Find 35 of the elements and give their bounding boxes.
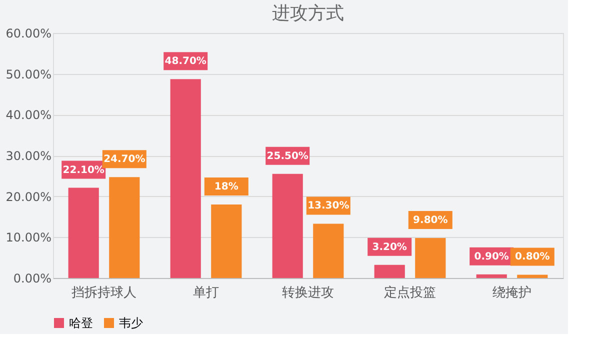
data-label: 13.30% <box>308 200 350 212</box>
data-label: 22.10% <box>62 164 104 176</box>
y-tick-label: 50.00% <box>6 67 52 82</box>
bar <box>313 224 344 278</box>
data-label: 0.80% <box>515 252 550 263</box>
y-tick-label: 60.00% <box>6 26 52 40</box>
data-label: 0.90% <box>474 251 509 262</box>
legend-label: 哈登 <box>69 316 93 330</box>
x-tick-label: 定点投篮 <box>384 286 436 300</box>
bar <box>272 174 303 278</box>
legend-label: 韦少 <box>119 316 143 330</box>
data-label: 18% <box>214 182 238 192</box>
y-tick-label: 0.00% <box>13 272 52 286</box>
y-tick-label: 30.00% <box>6 149 52 163</box>
bar <box>476 274 507 278</box>
bar <box>68 188 99 278</box>
data-label: 24.70% <box>104 154 146 166</box>
x-tick-label: 单打 <box>193 286 219 300</box>
data-label: 9.80% <box>413 214 448 226</box>
bar <box>211 204 242 278</box>
data-label: 25.50% <box>266 150 308 162</box>
y-tick-label: 40.00% <box>6 108 52 122</box>
chart-title: 进攻方式 <box>272 3 344 24</box>
y-tick-label: 10.00% <box>6 230 52 245</box>
bar <box>517 274 548 278</box>
bar <box>109 177 140 278</box>
x-tick-label: 挡拆持球人 <box>72 286 136 300</box>
y-tick-label: 20.00% <box>6 190 52 204</box>
data-label: 48.70% <box>164 56 206 68</box>
bar <box>415 238 446 278</box>
x-tick-label: 绕掩护 <box>492 286 532 300</box>
data-label: 3.20% <box>372 242 407 253</box>
x-tick-label: 转换进攻 <box>282 286 334 300</box>
bar <box>374 264 405 278</box>
bar <box>170 79 201 278</box>
